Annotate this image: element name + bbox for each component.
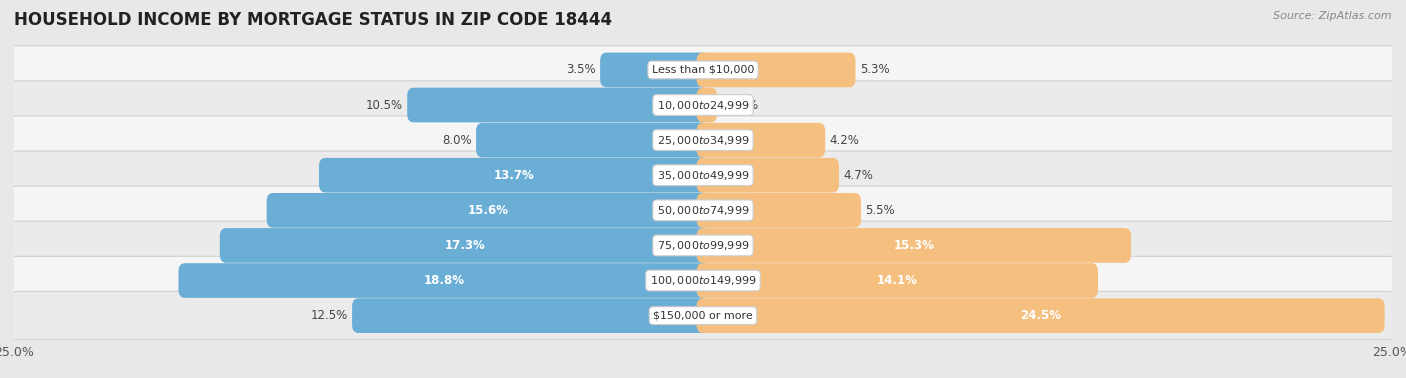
Bar xyxy=(413,96,703,114)
Text: 4.2%: 4.2% xyxy=(830,134,859,147)
Text: 14.1%: 14.1% xyxy=(877,274,918,287)
FancyBboxPatch shape xyxy=(696,88,717,122)
Text: Less than $10,000: Less than $10,000 xyxy=(652,65,754,75)
Text: 24.5%: 24.5% xyxy=(1021,309,1062,322)
Text: 12.5%: 12.5% xyxy=(311,309,347,322)
Bar xyxy=(703,271,1091,290)
FancyBboxPatch shape xyxy=(408,88,710,122)
Bar xyxy=(703,96,710,114)
Text: $100,000 to $149,999: $100,000 to $149,999 xyxy=(650,274,756,287)
Bar xyxy=(186,271,703,290)
FancyBboxPatch shape xyxy=(8,291,1398,340)
Text: 4.7%: 4.7% xyxy=(844,169,873,182)
Bar xyxy=(703,131,818,149)
FancyBboxPatch shape xyxy=(8,186,1398,234)
Bar xyxy=(606,61,703,79)
Text: 13.7%: 13.7% xyxy=(494,169,534,182)
FancyBboxPatch shape xyxy=(179,263,710,298)
FancyBboxPatch shape xyxy=(352,298,710,333)
Text: 10.5%: 10.5% xyxy=(366,99,402,112)
Text: 15.6%: 15.6% xyxy=(468,204,509,217)
FancyBboxPatch shape xyxy=(696,193,860,228)
FancyBboxPatch shape xyxy=(696,53,855,87)
Bar xyxy=(703,166,832,184)
Text: HOUSEHOLD INCOME BY MORTGAGE STATUS IN ZIP CODE 18444: HOUSEHOLD INCOME BY MORTGAGE STATUS IN Z… xyxy=(14,11,612,29)
Bar xyxy=(359,307,703,325)
FancyBboxPatch shape xyxy=(8,256,1398,305)
Text: 5.5%: 5.5% xyxy=(866,204,896,217)
FancyBboxPatch shape xyxy=(696,228,1130,263)
FancyBboxPatch shape xyxy=(477,123,710,158)
FancyBboxPatch shape xyxy=(696,158,839,192)
Bar xyxy=(703,236,1125,254)
Text: 18.8%: 18.8% xyxy=(423,274,464,287)
FancyBboxPatch shape xyxy=(696,298,1385,333)
FancyBboxPatch shape xyxy=(267,193,710,228)
Bar xyxy=(703,307,1378,325)
FancyBboxPatch shape xyxy=(8,221,1398,270)
Bar xyxy=(325,166,703,184)
Bar xyxy=(703,201,855,220)
Text: $75,000 to $99,999: $75,000 to $99,999 xyxy=(657,239,749,252)
Bar xyxy=(482,131,703,149)
Bar xyxy=(273,201,703,220)
Text: 5.3%: 5.3% xyxy=(860,64,890,76)
FancyBboxPatch shape xyxy=(8,46,1398,94)
Bar xyxy=(226,236,703,254)
Bar xyxy=(703,61,849,79)
FancyBboxPatch shape xyxy=(696,263,1098,298)
Text: 8.0%: 8.0% xyxy=(441,134,471,147)
Legend: Without Mortgage, With Mortgage: Without Mortgage, With Mortgage xyxy=(551,375,855,378)
Text: 0.28%: 0.28% xyxy=(721,99,759,112)
Text: $10,000 to $24,999: $10,000 to $24,999 xyxy=(657,99,749,112)
Text: $50,000 to $74,999: $50,000 to $74,999 xyxy=(657,204,749,217)
FancyBboxPatch shape xyxy=(8,81,1398,129)
FancyBboxPatch shape xyxy=(319,158,710,192)
Text: Source: ZipAtlas.com: Source: ZipAtlas.com xyxy=(1274,11,1392,21)
Text: 17.3%: 17.3% xyxy=(444,239,485,252)
Text: $25,000 to $34,999: $25,000 to $34,999 xyxy=(657,134,749,147)
FancyBboxPatch shape xyxy=(8,116,1398,164)
Text: 15.3%: 15.3% xyxy=(893,239,934,252)
Text: $150,000 or more: $150,000 or more xyxy=(654,311,752,321)
FancyBboxPatch shape xyxy=(219,228,710,263)
FancyBboxPatch shape xyxy=(600,53,710,87)
FancyBboxPatch shape xyxy=(8,151,1398,200)
Text: $35,000 to $49,999: $35,000 to $49,999 xyxy=(657,169,749,182)
Text: 3.5%: 3.5% xyxy=(565,64,596,76)
FancyBboxPatch shape xyxy=(696,123,825,158)
